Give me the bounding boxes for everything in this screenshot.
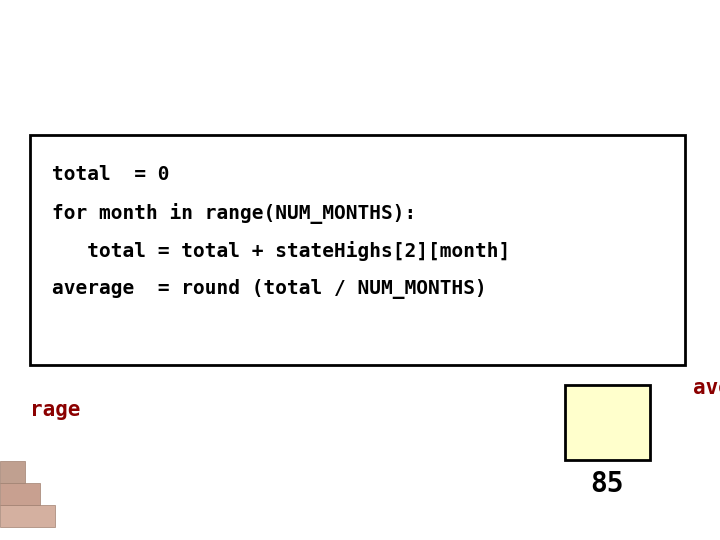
Text: total = total + stateHighs[2][month]: total = total + stateHighs[2][month] xyxy=(52,241,510,261)
Bar xyxy=(0,505,55,527)
Text: rage: rage xyxy=(30,400,81,420)
Bar xyxy=(0,461,25,483)
Text: ave: ave xyxy=(693,378,720,398)
Bar xyxy=(30,135,685,365)
Text: 85: 85 xyxy=(590,470,624,498)
Bar xyxy=(565,385,650,460)
Text: for month in range(NUM_MONTHS):: for month in range(NUM_MONTHS): xyxy=(52,203,416,224)
Text: average  = round (total / NUM_MONTHS): average = round (total / NUM_MONTHS) xyxy=(52,279,487,299)
Bar xyxy=(0,483,40,505)
Text: total  = 0: total = 0 xyxy=(52,165,169,184)
